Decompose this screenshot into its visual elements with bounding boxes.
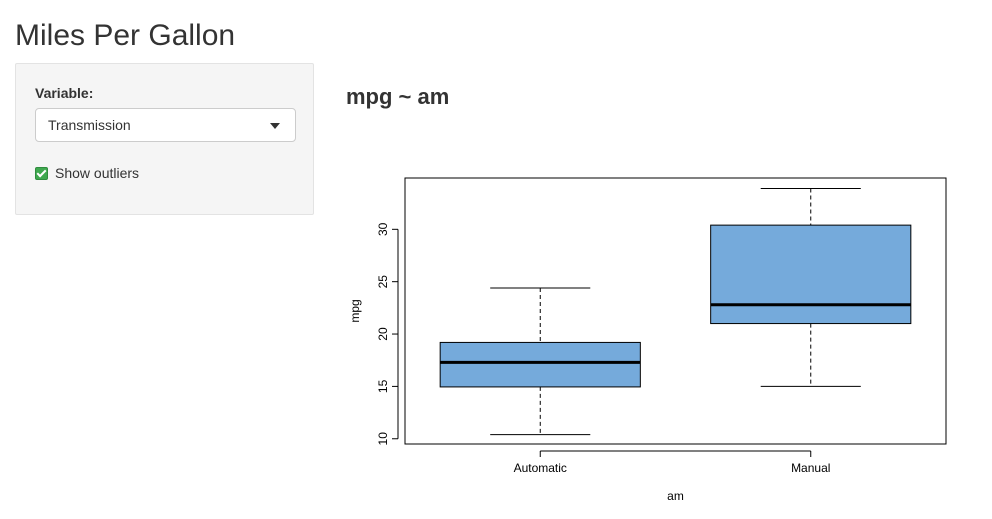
variable-select-value: Transmission: [48, 117, 131, 133]
app-title: Miles Per Gallon: [15, 19, 236, 52]
chevron-down-icon: [270, 123, 280, 129]
y-tick-label: 10: [376, 432, 390, 446]
y-tick-label: 15: [376, 379, 390, 393]
sidebar-panel: Variable: Transmission Show outliers: [15, 63, 314, 215]
y-tick-label: 30: [376, 222, 390, 236]
plot-frame: [404, 177, 947, 445]
x-tick-label: Manual: [791, 461, 830, 475]
x-axis-label: am: [667, 489, 684, 503]
variable-select[interactable]: Transmission: [35, 108, 296, 142]
variable-label: Variable:: [35, 85, 94, 101]
show-outliers-toggle[interactable]: Show outliers: [35, 164, 139, 182]
show-outliers-checkbox[interactable]: [35, 166, 48, 180]
plot-title: mpg ~ am: [346, 84, 450, 109]
show-outliers-label: Show outliers: [55, 165, 140, 181]
box-automatic: [439, 341, 641, 388]
y-tick-label: 25: [376, 275, 390, 289]
y-tick-label: 20: [376, 327, 390, 341]
box-manual: [710, 224, 912, 325]
x-tick-label: Automatic: [514, 461, 567, 475]
y-axis-label: mpg: [348, 299, 362, 322]
